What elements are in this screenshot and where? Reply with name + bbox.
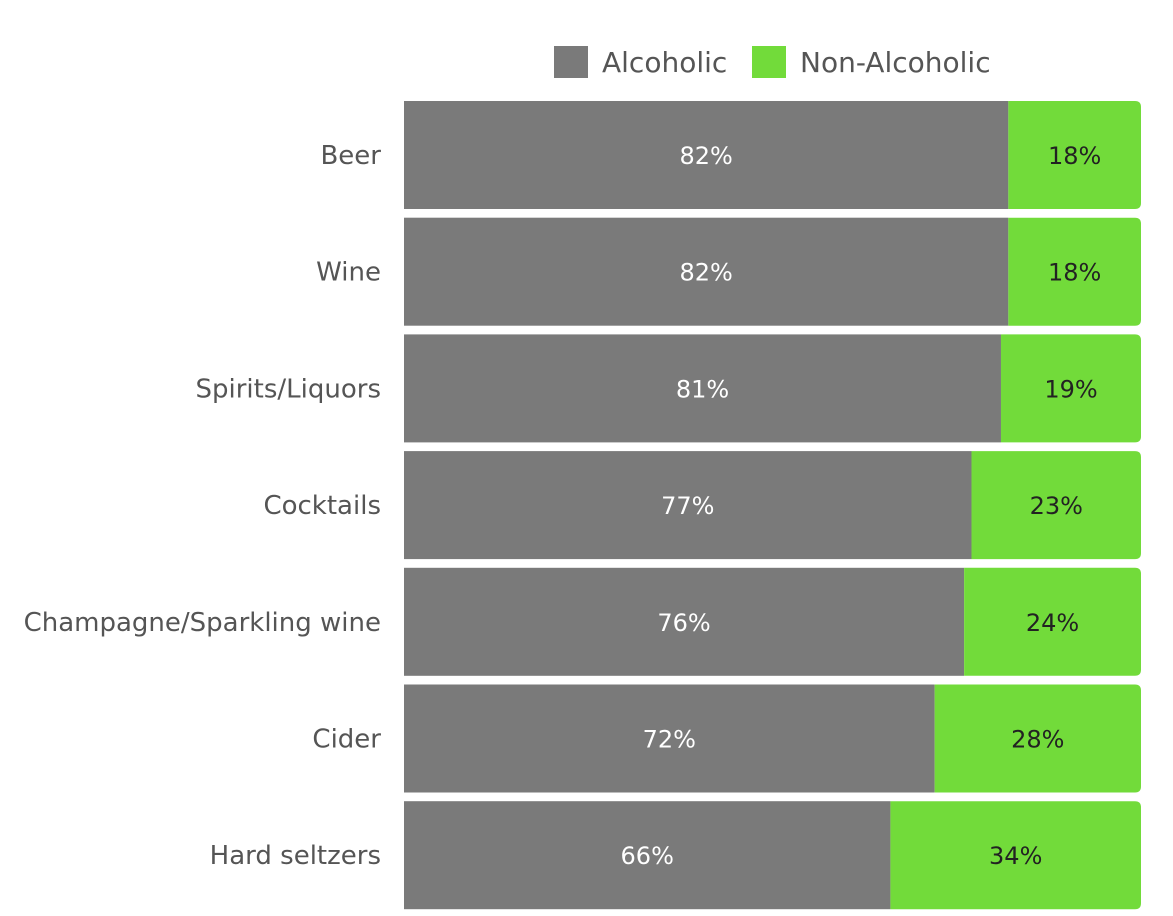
value-label-non-alcoholic-wine: 18% — [1048, 259, 1101, 287]
bar-non-alcoholic-wine — [1008, 217, 1141, 326]
bar-non-alcoholic-cider — [934, 684, 1141, 793]
category-label-hard-seltzers: Hard seltzers — [210, 841, 381, 871]
value-label-non-alcoholic-spirits-liquors: 19% — [1044, 375, 1097, 403]
bar-non-alcoholic-hard-seltzers — [890, 801, 1141, 910]
bar-alcoholic-champagne-sparkling-wine — [404, 567, 965, 676]
value-label-non-alcoholic-hard-seltzers: 34% — [989, 842, 1042, 870]
value-label-non-alcoholic-champagne-sparkling-wine: 24% — [1026, 609, 1079, 637]
category-label-cider: Cider — [312, 725, 381, 755]
bar-non-alcoholic-cocktails — [971, 451, 1141, 560]
category-label-champagne-sparkling-wine: Champagne/Sparkling wine — [24, 608, 381, 638]
value-label-non-alcoholic-cocktails: 23% — [1030, 492, 1083, 520]
bar-alcoholic-wine — [404, 217, 1009, 326]
value-label-alcoholic-hard-seltzers: 66% — [621, 842, 674, 870]
value-label-alcoholic-cocktails: 77% — [661, 492, 714, 520]
legend-label-non-alcoholic: Non-Alcoholic — [800, 46, 991, 79]
category-labels: Beer Wine Spirits/Liquors Cocktails Champagn… — [24, 141, 382, 871]
category-label-beer: Beer — [320, 141, 381, 171]
bar-alcoholic-beer — [404, 101, 1009, 209]
value-label-alcoholic-champagne-sparkling-wine: 76% — [657, 609, 710, 637]
legend: Alcoholic Non-Alcoholic — [554, 46, 991, 79]
bar-non-alcoholic-spirits-liquors — [1000, 334, 1141, 443]
value-label-alcoholic-cider: 72% — [643, 726, 696, 754]
legend-swatch-alcoholic — [554, 46, 588, 78]
bar-alcoholic-cider — [404, 684, 935, 793]
bar-alcoholic-hard-seltzers — [404, 801, 891, 910]
bar-alcoholic-cocktails — [404, 451, 972, 560]
value-label-alcoholic-beer: 82% — [679, 142, 732, 170]
category-label-spirits-liquors: Spirits/Liquors — [196, 374, 381, 404]
bar-non-alcoholic-champagne-sparkling-wine — [964, 567, 1141, 676]
bar-alcoholic-spirits-liquors — [404, 334, 1001, 443]
value-label-alcoholic-wine: 82% — [679, 259, 732, 287]
category-label-cocktails: Cocktails — [263, 491, 381, 521]
legend-label-alcoholic: Alcoholic — [602, 46, 727, 79]
legend-swatch-non-alcoholic — [752, 46, 786, 78]
value-label-non-alcoholic-cider: 28% — [1011, 726, 1064, 754]
category-label-wine: Wine — [316, 258, 381, 288]
bar-non-alcoholic-beer — [1008, 101, 1141, 209]
value-label-alcoholic-spirits-liquors: 81% — [676, 375, 729, 403]
bars-group: 82% 18% 82% 18% 81% 19% 77% 23% 76% 24% 72% 28% 66% 3… — [404, 101, 1141, 910]
value-label-non-alcoholic-beer: 18% — [1048, 142, 1101, 170]
